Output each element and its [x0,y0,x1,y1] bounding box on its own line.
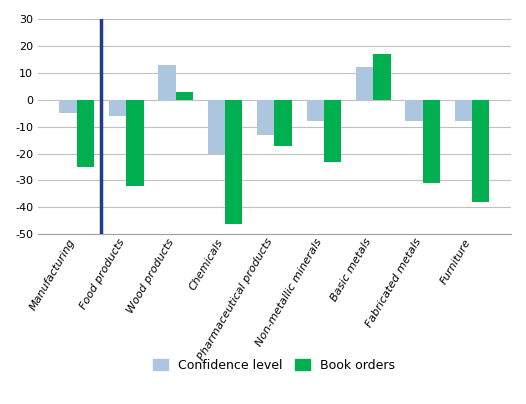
Bar [176,92,193,100]
Bar [406,100,423,121]
Bar [455,100,472,121]
Bar [126,100,144,186]
Bar [257,100,275,135]
Bar [208,100,225,154]
Bar [225,100,242,223]
Legend: Confidence level, Book orders: Confidence level, Book orders [154,359,396,372]
Bar [423,100,440,183]
Bar [275,100,292,145]
Bar [77,100,94,167]
Bar [109,100,126,116]
Bar [324,100,341,162]
Bar [307,100,324,121]
Bar [356,67,373,100]
Bar [472,100,490,202]
Bar [373,54,391,100]
Bar [59,100,77,113]
Bar [158,65,176,100]
